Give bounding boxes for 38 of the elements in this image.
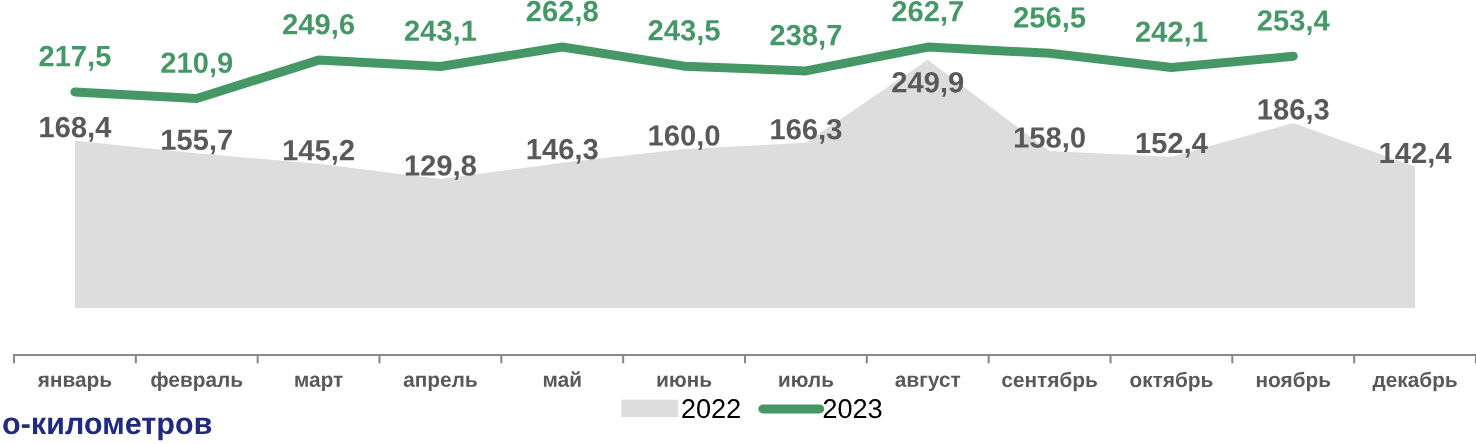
data-label: 160,0 — [649, 125, 720, 151]
x-tick-label: сентябрь — [1002, 371, 1097, 392]
data-label: 129,8 — [405, 155, 477, 181]
text: о-километров — [3, 417, 212, 441]
legend-label: 2022 — [682, 399, 740, 419]
x-tick-label: декабрь — [1372, 371, 1457, 392]
data-label: 256,5 — [1014, 7, 1086, 32]
data-label: 168,4 — [40, 116, 112, 142]
legend-label: 2023 — [823, 399, 882, 419]
data-label: 243,1 — [404, 20, 477, 46]
data-label: 210,9 — [161, 52, 233, 78]
x-tick-label: февраль — [151, 371, 243, 392]
data-label: 186,3 — [1258, 99, 1329, 124]
data-label: 243,5 — [648, 20, 720, 45]
x-tick-label: июль — [779, 375, 834, 387]
data-label: 249,9 — [892, 71, 964, 97]
data-label: 249,6 — [283, 13, 355, 39]
data-label: 145,2 — [283, 139, 354, 165]
data-label: 262,7 — [892, 0, 963, 26]
data-label: 142,4 — [1380, 142, 1452, 168]
data-label: 253,4 — [1257, 10, 1330, 36]
data-label: 146,3 — [527, 138, 598, 164]
data-label: 242,1 — [1135, 21, 1208, 47]
data-label: 166,3 — [771, 118, 842, 144]
x-tick-label: ноябрь — [1256, 371, 1331, 392]
x-tick-label: апрель — [403, 375, 477, 392]
x-tick-label: март — [295, 375, 343, 392]
x-tick-label: октябрь — [1130, 371, 1213, 392]
data-label: 217,5 — [39, 45, 111, 71]
data-label: 238,7 — [770, 24, 842, 50]
data-label: 262,8 — [526, 0, 598, 26]
data-label: 158,0 — [1014, 127, 1085, 153]
data-label: 155,7 — [162, 129, 232, 155]
data-label: 152,4 — [1136, 132, 1208, 158]
x-tick-label: январь — [37, 375, 112, 392]
x-tick-label: август — [895, 375, 961, 392]
x-tick-label: май — [543, 371, 581, 387]
x-tick-label: июнь — [657, 375, 712, 387]
